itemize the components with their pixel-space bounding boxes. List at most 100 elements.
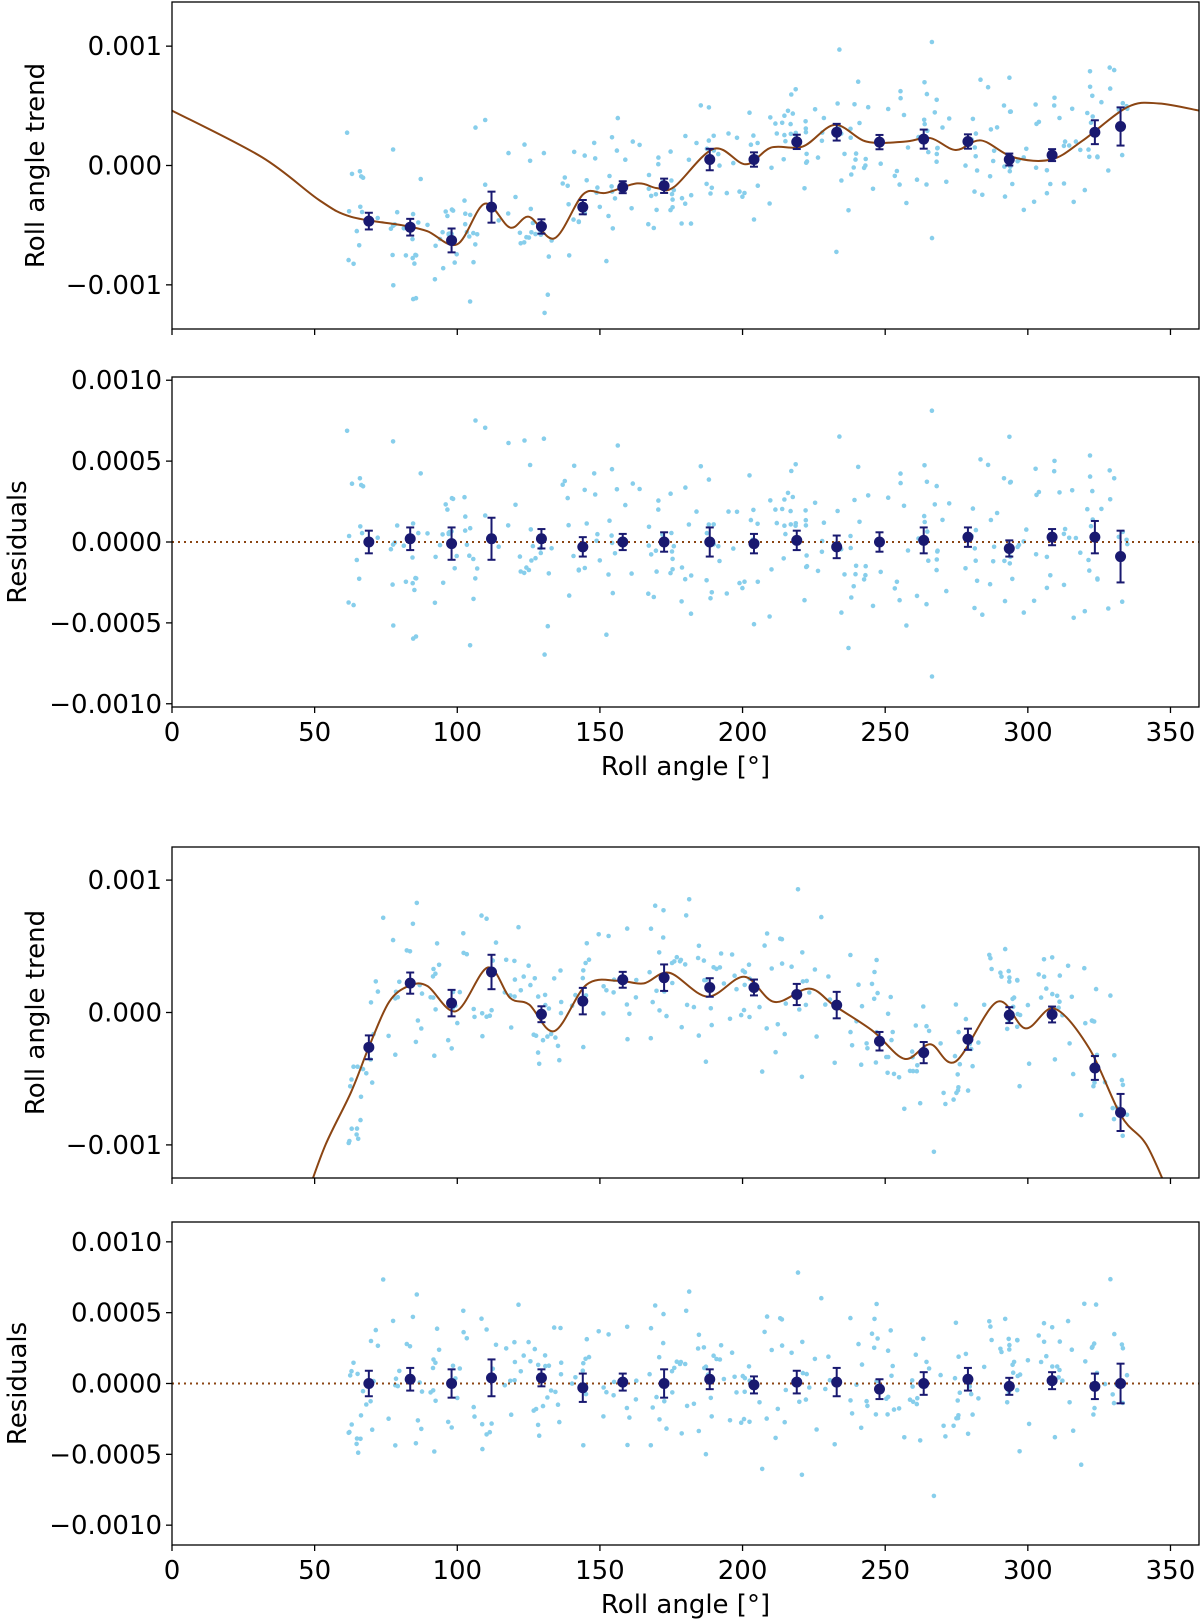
scatter-point bbox=[704, 578, 709, 583]
scatter-point bbox=[457, 1366, 463, 1371]
binned-point bbox=[873, 1378, 885, 1401]
scatter-point bbox=[994, 125, 1000, 130]
scatter-point bbox=[929, 674, 935, 679]
scatter-point bbox=[1054, 993, 1060, 999]
scatter-point bbox=[823, 1002, 828, 1007]
plot-area bbox=[311, 887, 1164, 1178]
scatter-point bbox=[1107, 468, 1112, 473]
scatter-point bbox=[634, 977, 639, 983]
scatter-point bbox=[914, 1401, 920, 1407]
scatter-point bbox=[512, 958, 517, 964]
scatter-point bbox=[1124, 537, 1129, 543]
scatter-point bbox=[656, 498, 661, 503]
scatter-point bbox=[718, 1343, 724, 1348]
scatter-point bbox=[711, 522, 716, 527]
scatter-point bbox=[1069, 106, 1075, 112]
binned-marker bbox=[873, 536, 885, 548]
scatter-point bbox=[461, 1329, 466, 1335]
scatter-point bbox=[571, 553, 576, 559]
scatter-point bbox=[1086, 147, 1091, 152]
scatter-point bbox=[1041, 1339, 1047, 1345]
scatter-point bbox=[344, 428, 350, 434]
scatter-point bbox=[433, 243, 438, 249]
scatter-point bbox=[679, 1024, 684, 1030]
scatter-point bbox=[717, 1357, 723, 1362]
scatter-point bbox=[940, 517, 945, 523]
scatter-point bbox=[917, 1100, 923, 1106]
scatter-point bbox=[981, 1002, 987, 1008]
binned-marker bbox=[577, 995, 589, 1007]
scatter-point bbox=[390, 1318, 396, 1324]
scatter-point bbox=[1007, 75, 1012, 80]
scatter-point bbox=[375, 989, 381, 994]
scatter-point bbox=[734, 986, 739, 992]
scatter-point bbox=[594, 538, 599, 544]
scatter-point bbox=[1041, 974, 1047, 979]
scatter-point bbox=[973, 527, 979, 533]
binned-marker bbox=[363, 536, 375, 548]
scatter-point bbox=[566, 593, 572, 598]
scatter-point bbox=[779, 506, 785, 512]
scatter-point bbox=[921, 1004, 926, 1009]
scatter-point bbox=[800, 1339, 805, 1345]
binned-point bbox=[1046, 1371, 1058, 1391]
scatter-point bbox=[482, 425, 488, 431]
scatter-point bbox=[726, 131, 731, 136]
scatter-point bbox=[905, 145, 911, 150]
binned-marker bbox=[918, 1378, 930, 1389]
scatter-point bbox=[790, 111, 796, 116]
binned-marker bbox=[486, 966, 498, 978]
scatter-point bbox=[583, 1356, 588, 1362]
scatter-point bbox=[526, 1339, 531, 1345]
scatter-point bbox=[624, 1405, 630, 1411]
binned-point bbox=[873, 531, 885, 553]
binned-point bbox=[446, 1368, 458, 1399]
scatter-point bbox=[569, 1381, 575, 1386]
scatter-point bbox=[751, 507, 756, 513]
scatter-point bbox=[734, 135, 740, 141]
scatter-point bbox=[896, 1406, 902, 1411]
scatter-point bbox=[1050, 991, 1055, 997]
scatter-point bbox=[740, 194, 745, 199]
scatter-point bbox=[393, 996, 398, 1001]
scatter-point bbox=[546, 571, 552, 576]
scatter-point bbox=[708, 1006, 714, 1011]
scatter-point bbox=[769, 165, 774, 171]
binned-marker bbox=[446, 234, 458, 246]
binned-marker bbox=[791, 1376, 803, 1388]
scatter-point bbox=[683, 133, 688, 139]
scatter-point bbox=[455, 1020, 460, 1026]
scatter-point bbox=[414, 1292, 420, 1297]
scatter-point bbox=[1090, 488, 1095, 494]
scatter-point bbox=[1092, 1405, 1097, 1411]
scatter-point bbox=[493, 1342, 499, 1348]
scatter-point bbox=[1085, 110, 1090, 116]
scatter-point bbox=[597, 204, 603, 210]
binned-point bbox=[791, 982, 803, 1007]
scatter-point bbox=[592, 156, 598, 161]
scatter-point bbox=[832, 1060, 837, 1066]
binned-marker bbox=[1115, 551, 1127, 563]
scatter-point bbox=[1031, 598, 1037, 604]
scatter-point bbox=[782, 132, 787, 138]
scatter-point bbox=[1002, 946, 1008, 952]
binned-marker bbox=[1089, 531, 1101, 543]
scatter-point bbox=[922, 463, 927, 468]
scatter-point bbox=[637, 142, 642, 148]
scatter-point bbox=[431, 1357, 436, 1362]
scatter-point bbox=[1006, 1336, 1011, 1342]
scatter-point bbox=[987, 952, 992, 958]
scatter-point bbox=[849, 595, 854, 600]
scatter-point bbox=[1007, 975, 1012, 980]
scatter-point bbox=[901, 503, 907, 509]
scatter-point bbox=[595, 185, 600, 190]
scatter-point bbox=[606, 213, 611, 219]
scatter-point bbox=[793, 521, 799, 526]
scatter-point bbox=[953, 1320, 959, 1326]
scatter-point bbox=[788, 522, 794, 527]
scatter-point bbox=[434, 1326, 440, 1331]
scatter-point bbox=[614, 487, 620, 492]
scatter-point bbox=[782, 113, 787, 118]
binned-point bbox=[535, 1368, 547, 1388]
scatter-point bbox=[624, 1002, 630, 1007]
